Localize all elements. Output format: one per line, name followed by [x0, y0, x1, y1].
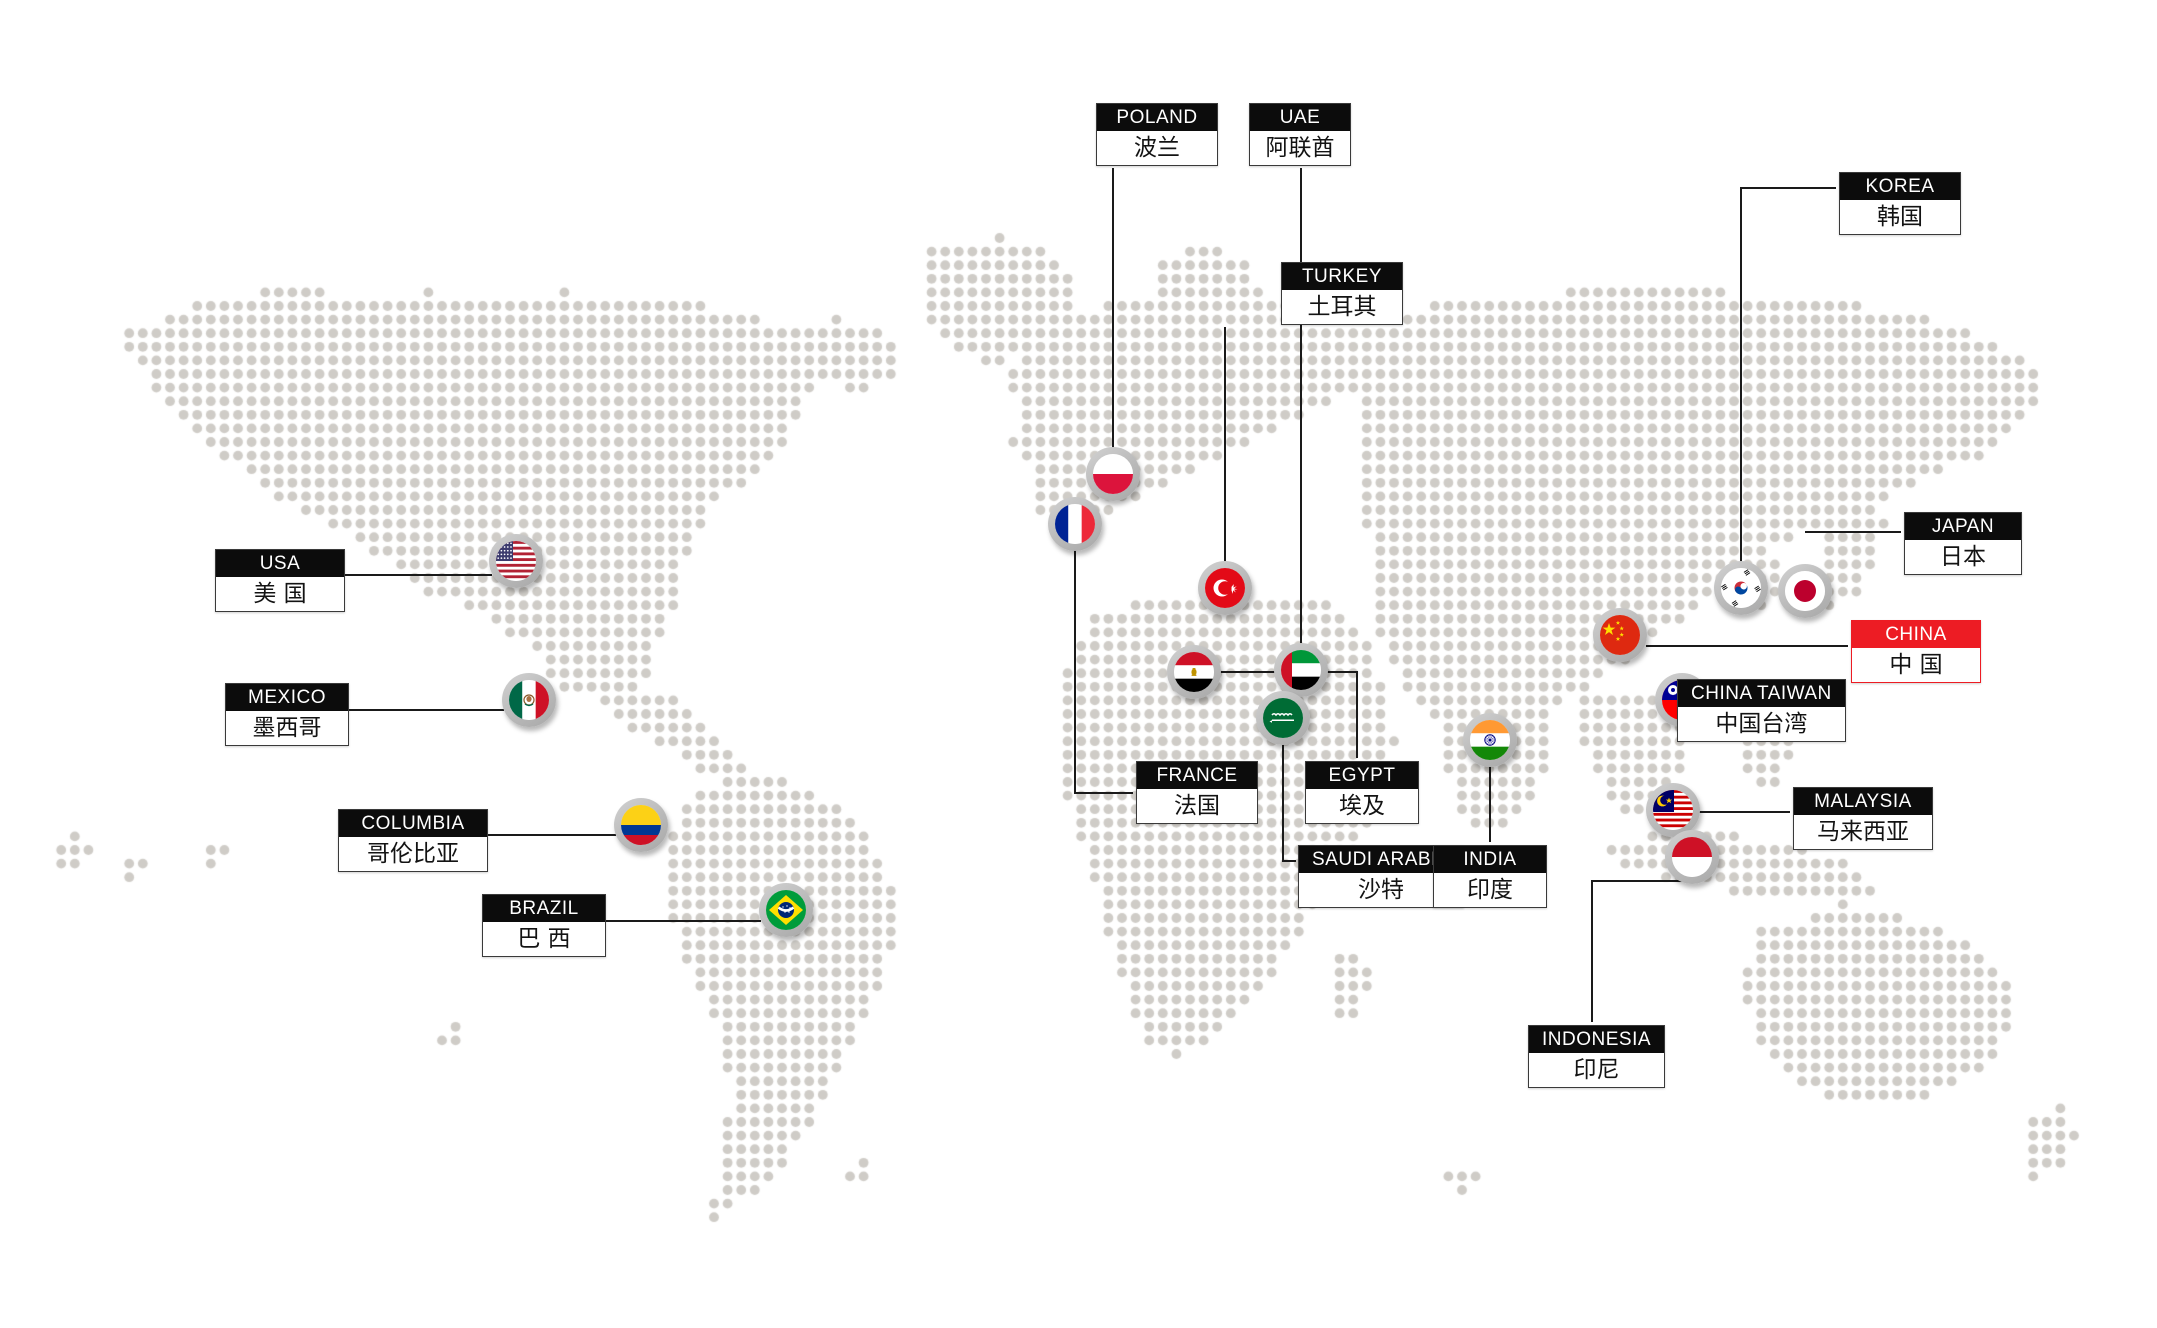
country-label-china-taiwan[interactable]: CHINA TAIWAN 中国台湾 — [1677, 679, 1846, 742]
map-pin-china[interactable] — [1593, 608, 1647, 662]
country-label-cn-china-taiwan: 中国台湾 — [1715, 711, 1808, 737]
japan-flag — [1785, 571, 1825, 611]
country-label-en-brazil: BRAZIL — [483, 895, 605, 922]
country-label-cn-columbia: 哥伦比亚 — [367, 841, 459, 867]
country-label-en-poland: POLAND — [1097, 104, 1217, 131]
country-label-en-indonesia: INDONESIA — [1529, 1026, 1665, 1053]
map-pin-poland[interactable] — [1086, 447, 1140, 501]
country-label-uae[interactable]: UAE 阿联酋 — [1249, 103, 1351, 166]
mexico-flag — [509, 680, 549, 720]
country-label-cn-brazil: 巴 西 — [517, 926, 571, 952]
country-label-turkey[interactable]: TURKEY 土耳其 — [1281, 262, 1403, 325]
country-label-mexico[interactable]: MEXICO 墨西哥 — [225, 683, 349, 746]
country-label-cn-france: 法国 — [1174, 793, 1220, 819]
country-label-cn-india: 印度 — [1467, 877, 1513, 903]
country-label-columbia[interactable]: COLUMBIA 哥伦比亚 — [338, 809, 488, 872]
country-label-poland[interactable]: POLAND 波兰 — [1096, 103, 1218, 166]
france-flag — [1055, 504, 1095, 544]
country-label-china[interactable]: CHINA 中 国 — [1851, 620, 1981, 683]
map-pin-uae[interactable] — [1274, 643, 1328, 697]
country-label-cn-uae: 阿联酋 — [1265, 135, 1335, 161]
country-label-en-china: CHINA — [1852, 621, 1980, 648]
map-pin-columbia[interactable] — [614, 798, 668, 852]
country-label-en-usa: USA — [216, 550, 344, 577]
country-label-cn-japan: 日本 — [1940, 544, 1986, 570]
korea-flag — [1721, 568, 1761, 608]
map-pin-saudi-arabia[interactable] — [1256, 691, 1310, 745]
country-label-cn-poland: 波兰 — [1134, 135, 1180, 161]
brazil-flag — [766, 890, 806, 930]
country-label-japan[interactable]: JAPAN 日本 — [1904, 512, 2022, 575]
map-pin-japan[interactable] — [1778, 564, 1832, 618]
country-label-en-malaysia: MALAYSIA — [1794, 788, 1932, 815]
map-pin-malaysia[interactable] — [1646, 783, 1700, 837]
country-label-cn-mexico: 墨西哥 — [252, 715, 322, 741]
country-label-cn-usa: 美 国 — [253, 581, 307, 607]
country-label-en-turkey: TURKEY — [1282, 263, 1402, 290]
country-label-usa[interactable]: USA 美 国 — [215, 549, 345, 612]
country-label-en-uae: UAE — [1250, 104, 1350, 131]
uae-flag — [1281, 650, 1321, 690]
map-pin-brazil[interactable] — [759, 883, 813, 937]
saudi-flag — [1263, 698, 1303, 738]
country-label-cn-china: 中 国 — [1889, 652, 1943, 678]
map-pin-france[interactable] — [1048, 497, 1102, 551]
country-label-cn-korea: 韩国 — [1877, 204, 1923, 230]
country-label-en-japan: JAPAN — [1905, 513, 2021, 540]
country-label-cn-malaysia: 马来西亚 — [1817, 819, 1909, 845]
country-label-en-egypt: EGYPT — [1306, 762, 1418, 789]
map-pin-usa[interactable] — [489, 534, 543, 588]
china-flag — [1600, 615, 1640, 655]
india-flag — [1470, 720, 1510, 760]
map-pin-indonesia[interactable] — [1665, 830, 1719, 884]
map-pin-india[interactable] — [1463, 713, 1517, 767]
country-label-en-columbia: COLUMBIA — [339, 810, 487, 837]
indonesia-flag — [1672, 837, 1712, 877]
country-label-cn-indonesia: 印尼 — [1573, 1057, 1620, 1083]
country-label-en-korea: KOREA — [1840, 173, 1960, 200]
colombia-flag — [621, 805, 661, 845]
country-label-en-china-taiwan: CHINA TAIWAN — [1678, 680, 1845, 707]
country-label-en-mexico: MEXICO — [226, 684, 348, 711]
map-pin-mexico[interactable] — [502, 673, 556, 727]
country-label-cn-turkey: 土耳其 — [1307, 294, 1377, 320]
country-label-en-france: FRANCE — [1137, 762, 1257, 789]
country-label-korea[interactable]: KOREA 韩国 — [1839, 172, 1961, 235]
usa-flag — [496, 541, 536, 581]
map-pin-turkey[interactable] — [1198, 561, 1252, 615]
poland-flag — [1093, 454, 1133, 494]
country-label-cn-saudi-arabia: 沙特 — [1358, 877, 1404, 903]
country-label-france[interactable]: FRANCE 法国 — [1136, 761, 1258, 824]
country-label-malaysia[interactable]: MALAYSIA 马来西亚 — [1793, 787, 1933, 850]
country-label-indonesia[interactable]: INDONESIA 印尼 — [1528, 1025, 1666, 1088]
map-pin-korea[interactable] — [1714, 561, 1768, 615]
malaysia-flag — [1653, 790, 1693, 830]
country-label-en-india: INDIA — [1434, 846, 1546, 873]
country-label-india[interactable]: INDIA 印度 — [1433, 845, 1547, 908]
country-label-cn-egypt: 埃及 — [1339, 793, 1385, 819]
country-label-brazil[interactable]: BRAZIL 巴 西 — [482, 894, 606, 957]
country-label-egypt[interactable]: EGYPT 埃及 — [1305, 761, 1419, 824]
egypt-flag — [1174, 652, 1214, 692]
turkey-flag — [1205, 568, 1245, 608]
map-pin-egypt[interactable] — [1167, 645, 1221, 699]
